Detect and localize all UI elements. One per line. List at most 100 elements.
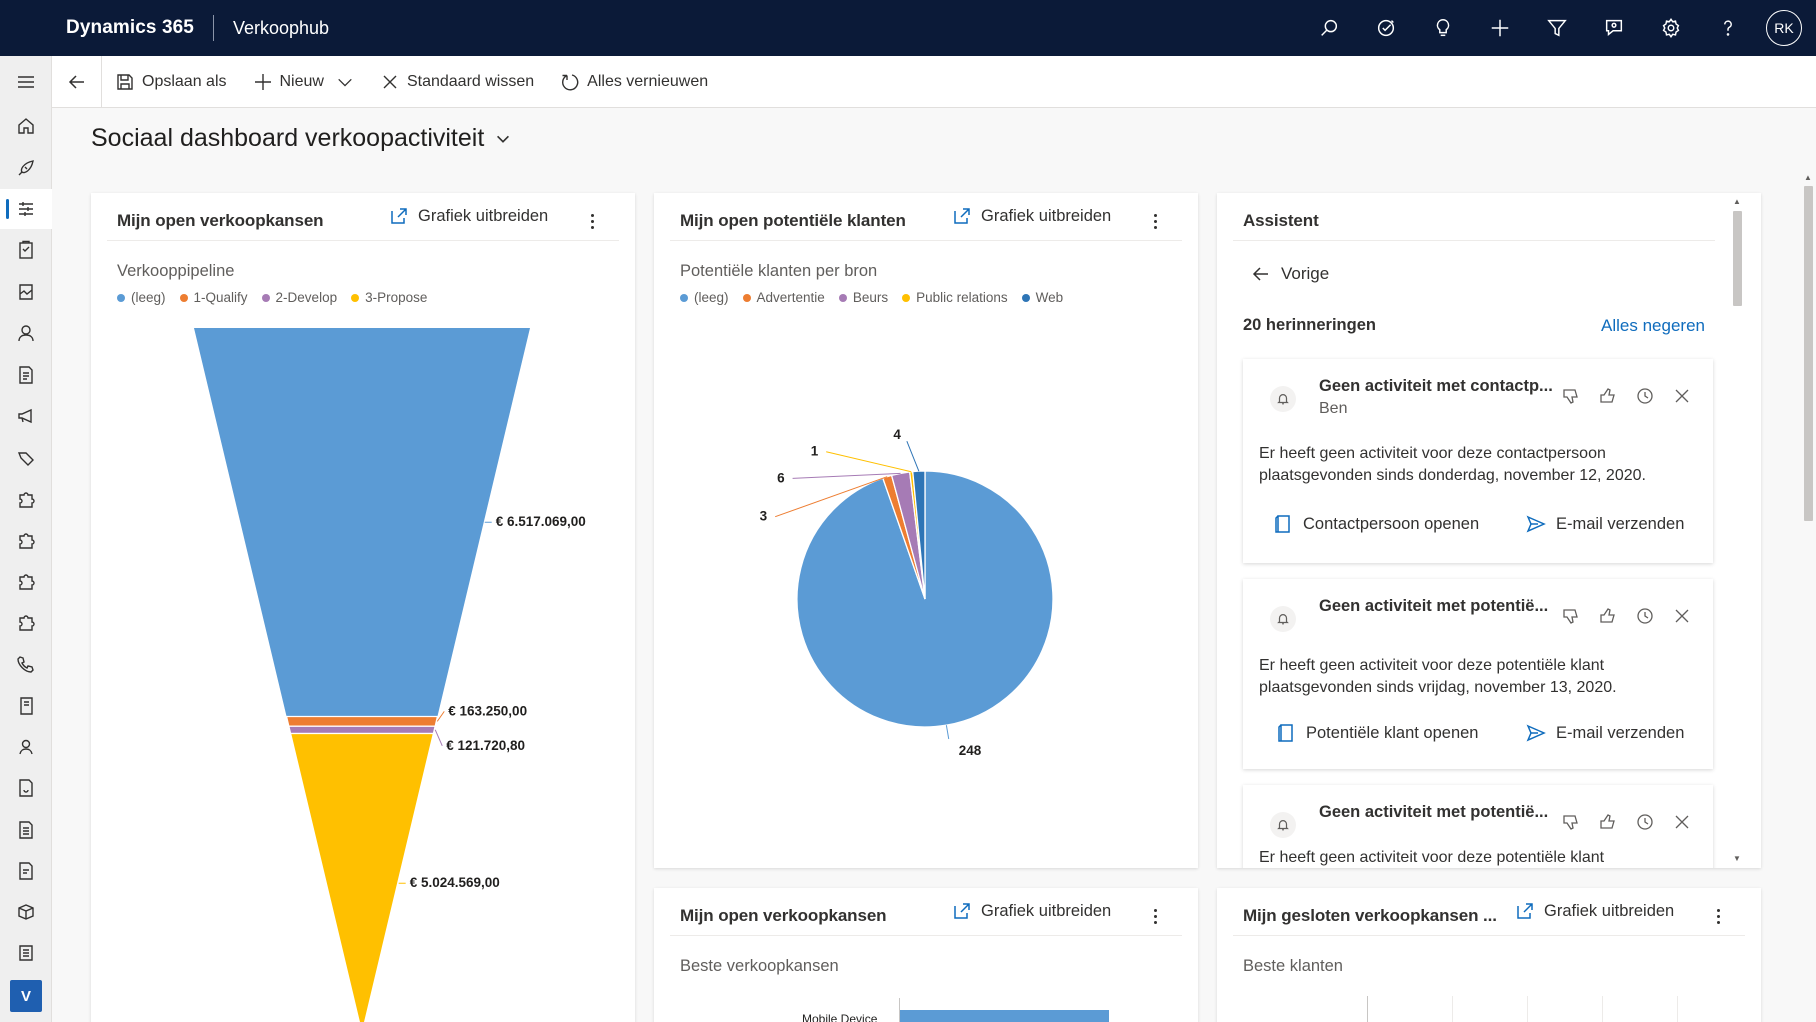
thumbs-down-icon[interactable]: [1560, 811, 1582, 833]
page-scrollbar[interactable]: ▲: [1800, 173, 1816, 1022]
chevron-down-icon: [338, 78, 352, 86]
menu-icon[interactable]: [0, 62, 52, 102]
document-icon[interactable]: [0, 355, 52, 395]
thumbs-up-icon[interactable]: [1597, 385, 1619, 407]
snooze-clock-icon[interactable]: [1634, 605, 1656, 627]
leader-line: [436, 711, 445, 722]
thumbs-down-icon[interactable]: [1560, 605, 1582, 627]
scrollbar-thumb[interactable]: [1733, 211, 1742, 306]
send-email-link[interactable]: E-mail verzenden: [1526, 723, 1684, 743]
snooze-clock-icon[interactable]: [1634, 385, 1656, 407]
app-name[interactable]: Dynamics 365: [66, 17, 194, 38]
legend-item[interactable]: 3-Propose: [351, 290, 427, 305]
scrollbar-thumb[interactable]: [1804, 186, 1813, 521]
legend-item[interactable]: 2-Develop: [261, 290, 338, 305]
dismiss-icon[interactable]: [1671, 385, 1693, 407]
legend-swatch: [179, 293, 188, 302]
legend-item[interactable]: 1-Qualify: [179, 290, 248, 305]
scroll-up-icon[interactable]: ▲: [1733, 197, 1741, 206]
reminder-card: Geen activiteit met potentië... Er heeft…: [1243, 785, 1713, 868]
clear-default-button[interactable]: Standaard wissen: [367, 56, 547, 108]
plus-icon[interactable]: [1471, 0, 1528, 56]
previous-button[interactable]: Vorige: [1251, 264, 1329, 284]
expand-chart-button[interactable]: Grafiek uitbreiden: [952, 901, 1111, 921]
phone-icon[interactable]: [0, 644, 52, 684]
ignore-all-link[interactable]: Alles negeren: [1601, 316, 1705, 335]
area-switcher[interactable]: V: [10, 980, 42, 1012]
reminder-title[interactable]: Geen activiteit met potentië...: [1319, 803, 1549, 821]
funnel-segment[interactable]: [194, 328, 530, 717]
reminder-title[interactable]: Geen activiteit met contactp...: [1319, 377, 1553, 395]
filter-icon[interactable]: [1528, 0, 1585, 56]
price-icon[interactable]: [0, 768, 52, 808]
lightbulb-icon[interactable]: [1414, 0, 1471, 56]
settings-icon[interactable]: [1642, 0, 1699, 56]
more-options-button[interactable]: [582, 209, 602, 233]
legend-item[interactable]: Web: [1021, 290, 1063, 305]
open-contact-link[interactable]: Contactpersoon openen: [1273, 514, 1479, 534]
opportunities-chart-card: Mijn open verkoopkansen Grafiek uitbreid…: [91, 193, 635, 1022]
legend-label: 2-Develop: [275, 290, 338, 305]
refresh-all-button[interactable]: Alles vernieuwen: [547, 56, 721, 108]
invoice-icon[interactable]: [0, 851, 52, 891]
back-button[interactable]: [52, 55, 102, 108]
legend-swatch: [838, 293, 847, 302]
assistant-icon[interactable]: [1585, 0, 1642, 56]
contact-book-icon: [1275, 515, 1290, 533]
reminder-title[interactable]: Geen activiteit met potentië...: [1319, 597, 1549, 615]
help-icon[interactable]: [1699, 0, 1756, 56]
funnel-segment[interactable]: [288, 725, 436, 735]
assistant-scrollbar[interactable]: ▲ ▼: [1729, 193, 1745, 868]
report-icon[interactable]: [0, 272, 52, 312]
more-options-button[interactable]: [1708, 904, 1728, 928]
clipboard-icon[interactable]: [0, 230, 52, 270]
funnel-segment[interactable]: [285, 715, 439, 727]
puzzle-icon[interactable]: [0, 520, 52, 560]
more-options-button[interactable]: [1145, 904, 1165, 928]
reminder-body: Er heeft geen activiteit voor deze conta…: [1259, 445, 1646, 484]
snooze-clock-icon[interactable]: [1634, 811, 1656, 833]
rocket-icon[interactable]: [0, 148, 52, 188]
open-lead-link[interactable]: Potentiële klant openen: [1276, 723, 1478, 743]
puzzle-icon[interactable]: [0, 479, 52, 519]
reminder-body: Er heeft geen activiteit voor deze poten…: [1259, 849, 1605, 866]
tag-icon[interactable]: [0, 438, 52, 478]
person-icon[interactable]: [0, 313, 52, 353]
thumbs-down-icon[interactable]: [1560, 385, 1582, 407]
search-icon[interactable]: [1300, 0, 1357, 56]
form-icon[interactable]: [0, 810, 52, 850]
expand-chart-button[interactable]: Grafiek uitbreiden: [1515, 901, 1674, 921]
bar-category-label: Mobile Device: [802, 1012, 878, 1022]
task-check-icon[interactable]: [1357, 0, 1414, 56]
box-icon[interactable]: [0, 892, 52, 932]
new-button[interactable]: Nieuw: [240, 56, 367, 108]
send-email-link[interactable]: E-mail verzenden: [1526, 514, 1684, 534]
dismiss-icon[interactable]: [1671, 605, 1693, 627]
scroll-up-icon[interactable]: ▲: [1804, 173, 1812, 182]
avatar[interactable]: RK: [1766, 10, 1802, 46]
book-icon[interactable]: [0, 686, 52, 726]
legend-item[interactable]: (leeg): [117, 290, 166, 305]
dashboard-icon[interactable]: [0, 189, 52, 229]
thumbs-up-icon[interactable]: [1597, 811, 1619, 833]
contact-icon[interactable]: [0, 727, 52, 767]
megaphone-icon[interactable]: [0, 396, 52, 436]
home-icon[interactable]: [0, 106, 52, 146]
more-options-button[interactable]: [1145, 209, 1165, 233]
legend-item[interactable]: (leeg): [680, 290, 729, 305]
thumbs-up-icon[interactable]: [1597, 605, 1619, 627]
puzzle-icon[interactable]: [0, 561, 52, 601]
funnel-segment[interactable]: [289, 732, 435, 1022]
expand-chart-button[interactable]: Grafiek uitbreiden: [389, 206, 548, 226]
legend-item[interactable]: Public relations: [902, 290, 1008, 305]
area-name[interactable]: Verkoophub: [232, 17, 330, 38]
legend-item[interactable]: Beurs: [838, 290, 888, 305]
puzzle-icon[interactable]: [0, 602, 52, 642]
dashboard-selector[interactable]: Sociaal dashboard verkoopactiviteit: [91, 124, 512, 153]
legend-item[interactable]: Advertentie: [742, 290, 825, 305]
scroll-down-icon[interactable]: ▼: [1733, 854, 1741, 863]
save-as-button[interactable]: Opslaan als: [102, 56, 240, 108]
dismiss-icon[interactable]: [1671, 811, 1693, 833]
list-icon[interactable]: [0, 933, 52, 973]
expand-chart-button[interactable]: Grafiek uitbreiden: [952, 206, 1111, 226]
